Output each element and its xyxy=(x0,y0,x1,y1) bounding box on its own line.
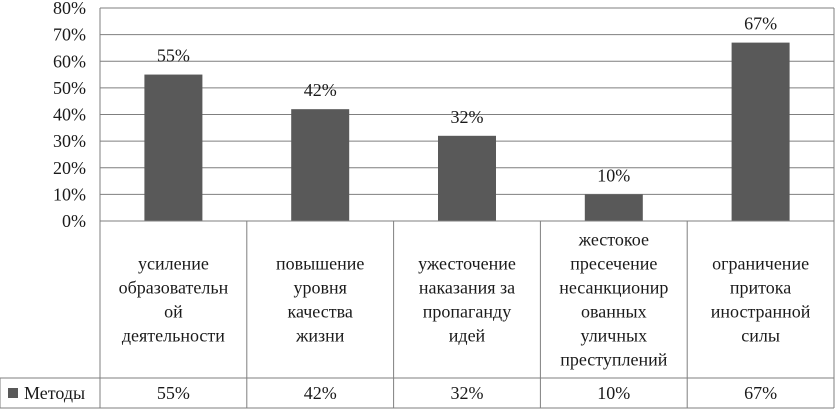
bar xyxy=(438,135,496,221)
x-category-label: жестокое пресечение несанкционир ованных ули… xyxy=(559,230,668,370)
y-tick-label: 70% xyxy=(53,25,86,45)
table-value-cell: 67% xyxy=(744,383,777,403)
bar-value-label: 32% xyxy=(451,107,484,127)
table-value-cell: 32% xyxy=(451,383,484,403)
bar xyxy=(144,74,203,221)
legend-series-name: Методы xyxy=(24,383,85,403)
table-value-cell: 42% xyxy=(304,383,337,403)
table-value-cell: 10% xyxy=(597,383,630,403)
bar xyxy=(584,194,643,221)
bars xyxy=(144,42,790,221)
y-tick-label: 80% xyxy=(53,0,86,18)
bar xyxy=(731,42,790,221)
x-category-label: ограничение притока иностранной силы xyxy=(711,254,811,346)
y-axis-tick-labels: 0% 10% 20% 30% 40% 50% 60% 70% 80% xyxy=(53,0,86,231)
x-category-label: ужесточение наказания за пропаганду идей xyxy=(418,254,516,346)
y-tick-label: 20% xyxy=(53,158,86,178)
legend-key xyxy=(8,388,18,398)
gridlines xyxy=(99,7,835,222)
bar-value-label: 67% xyxy=(744,14,777,34)
y-tick-label: 60% xyxy=(53,51,86,71)
bar-value-label: 42% xyxy=(304,80,337,100)
x-category-label: повышение уровня качества жизни xyxy=(276,254,364,346)
table-value-cell: 55% xyxy=(157,383,190,403)
y-tick-label: 0% xyxy=(62,211,86,231)
y-tick-label: 40% xyxy=(53,105,86,125)
data-table: усиление образовательн ой деятельности повыш… xyxy=(0,220,835,409)
bar xyxy=(291,109,350,221)
y-tick-label: 50% xyxy=(53,78,86,98)
y-tick-label: 30% xyxy=(53,131,86,151)
y-tick-label: 10% xyxy=(53,184,86,204)
bar-value-label: 55% xyxy=(157,46,190,66)
data-labels: 55% 42% 32% 10% 67% xyxy=(157,14,777,186)
bar-value-label: 10% xyxy=(597,165,630,185)
x-category-label: усиление образовательн ой деятельности xyxy=(119,254,229,346)
